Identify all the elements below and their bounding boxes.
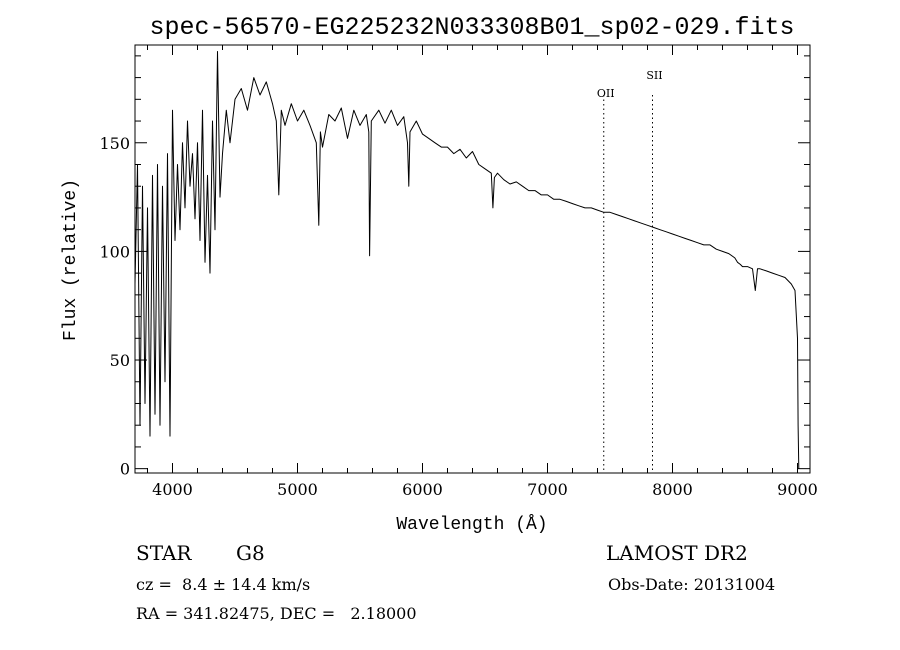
y-tick-label: 0 bbox=[120, 460, 130, 479]
subclass-label: G8 bbox=[236, 541, 265, 565]
y-axis-label: Flux (relative) bbox=[61, 179, 81, 341]
plot-frame bbox=[134, 44, 811, 474]
velocity-text: cz = 8.4 ± 14.4 km/s bbox=[136, 575, 311, 594]
chart-title: spec-56570-EG225232N033308B01_sp02-029.f… bbox=[149, 13, 794, 42]
y-tick-label: 50 bbox=[110, 351, 130, 370]
x-tick-label: 5000 bbox=[277, 480, 318, 499]
y-tick-label: 150 bbox=[99, 134, 130, 153]
survey-label: LAMOST DR2 bbox=[606, 541, 748, 565]
y-tick-label: 100 bbox=[99, 242, 130, 261]
obs-date-text: Obs-Date: 20131004 bbox=[608, 575, 776, 594]
x-tick-label: 4000 bbox=[152, 480, 193, 499]
x-tick-label: 8000 bbox=[652, 480, 693, 499]
line-marker-label: SII bbox=[646, 69, 662, 82]
x-axis-label: Wavelength (Å) bbox=[396, 514, 547, 535]
x-tick-label: 9000 bbox=[777, 480, 818, 499]
coordinates-text: RA = 341.82475, DEC = 2.18000 bbox=[136, 604, 417, 623]
plot-area: 4000 5000 6000 7000 8000 9000 0 50 100 150 OII SII bbox=[99, 44, 818, 499]
line-marker-label: OII bbox=[597, 87, 615, 100]
spectrum-line bbox=[134, 51, 800, 469]
object-type-label: STAR bbox=[136, 541, 192, 565]
x-tick-label: 6000 bbox=[402, 480, 443, 499]
x-tick-label: 7000 bbox=[527, 480, 568, 499]
